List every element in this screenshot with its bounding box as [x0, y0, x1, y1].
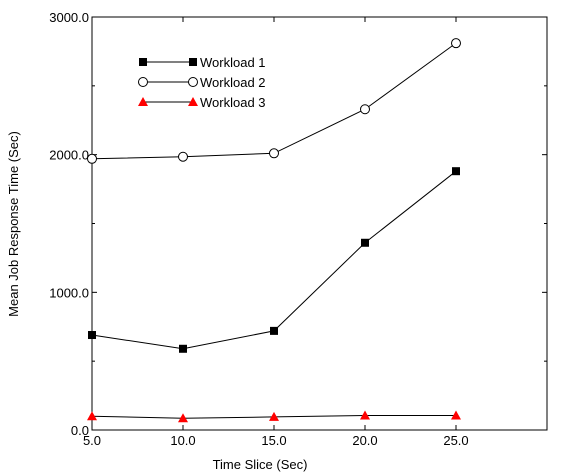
y-tick-label: 0.0 — [71, 423, 89, 438]
data-point — [87, 411, 97, 421]
legend-marker — [138, 77, 148, 87]
x-tick-label: 15.0 — [261, 433, 286, 448]
x-tick-label: 10.0 — [170, 433, 195, 448]
series-2 — [87, 38, 461, 164]
legend-marker — [139, 58, 147, 66]
y-tick-label: 2000.0 — [49, 148, 89, 163]
series-layer — [87, 38, 461, 423]
data-point — [361, 238, 369, 247]
legend-item: Workload 1 — [139, 55, 266, 70]
x-tick-label: 5.0 — [83, 433, 101, 448]
x-tick-label: 25.0 — [443, 433, 468, 448]
data-point — [360, 104, 370, 115]
legend-marker — [189, 58, 197, 66]
ticks-layer: 5.0 10.0 15.0 20.0 25.0 0.0 1000.0 2000.0 3000.0 — [49, 10, 547, 448]
legend-marker — [138, 97, 148, 106]
data-point — [451, 410, 461, 420]
series-3 — [87, 410, 461, 423]
legend-label: Workload 2 — [200, 75, 266, 90]
data-point — [270, 326, 278, 335]
legend-label: Workload 1 — [200, 55, 266, 70]
data-point — [178, 413, 188, 423]
data-point — [88, 331, 96, 340]
data-point — [178, 151, 188, 162]
x-tick-label: 20.0 — [352, 433, 377, 448]
series-1 — [88, 167, 460, 353]
y-tick-label: 3000.0 — [49, 10, 89, 25]
data-point — [360, 410, 370, 420]
x-axis-label: Time Slice (Sec) — [213, 457, 308, 472]
legend-item: Workload 3 — [138, 95, 266, 110]
series-line — [91, 170, 457, 350]
data-point — [269, 148, 279, 159]
legend-label: Workload 3 — [200, 95, 266, 110]
legend-marker — [188, 97, 198, 106]
data-point — [452, 167, 460, 176]
y-axis-label: Mean Job Response Time (Sec) — [6, 131, 21, 317]
y-tick-label: 1000.0 — [49, 285, 89, 300]
legend-item: Workload 2 — [138, 75, 266, 90]
legend: Workload 1 Workload 2 Workload 3 — [138, 55, 266, 110]
data-point — [269, 411, 279, 421]
data-point — [451, 38, 461, 49]
legend-marker — [188, 77, 198, 87]
plot-area-frame — [91, 16, 548, 431]
data-point — [87, 153, 97, 164]
data-point — [179, 344, 187, 353]
